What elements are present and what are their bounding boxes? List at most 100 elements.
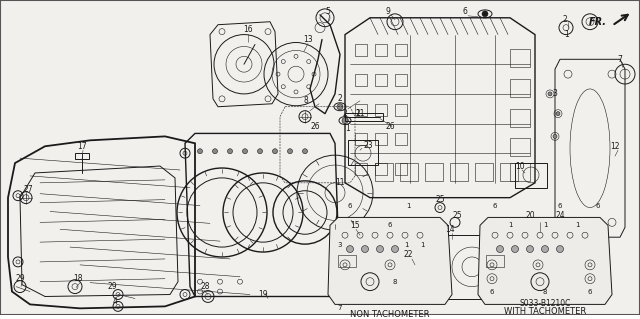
Circle shape: [342, 118, 348, 123]
Bar: [355, 44, 367, 56]
Bar: [395, 133, 407, 145]
Text: 8: 8: [393, 279, 397, 285]
Text: 25: 25: [452, 211, 462, 220]
Text: 6: 6: [588, 289, 592, 294]
Text: 6: 6: [348, 203, 352, 209]
Circle shape: [557, 246, 563, 253]
Text: 23: 23: [363, 141, 373, 150]
Text: S033-B1210C: S033-B1210C: [519, 299, 571, 308]
Bar: [500, 163, 518, 181]
Bar: [355, 133, 367, 145]
Text: 7: 7: [338, 305, 342, 311]
Circle shape: [287, 149, 292, 154]
Text: 5: 5: [326, 7, 330, 16]
Circle shape: [346, 246, 353, 253]
Text: 2: 2: [338, 94, 342, 103]
Bar: [375, 44, 387, 56]
Circle shape: [273, 149, 278, 154]
Circle shape: [497, 246, 504, 253]
Bar: [395, 163, 407, 175]
Bar: [375, 163, 387, 175]
Circle shape: [212, 149, 218, 154]
Bar: [375, 74, 387, 86]
Text: 6: 6: [493, 203, 497, 209]
Text: 9: 9: [385, 7, 390, 16]
Text: 15: 15: [350, 221, 360, 230]
Circle shape: [337, 104, 343, 110]
Text: 10: 10: [515, 161, 525, 171]
Text: 14: 14: [445, 225, 455, 234]
Text: 11: 11: [335, 178, 345, 187]
Text: 1: 1: [564, 30, 570, 39]
Text: 3: 3: [338, 242, 342, 248]
Bar: [425, 163, 443, 181]
Bar: [375, 163, 393, 181]
Bar: [355, 104, 367, 115]
Text: 1: 1: [404, 242, 408, 248]
Text: 6: 6: [557, 203, 563, 209]
Text: NON TACHOMETER: NON TACHOMETER: [350, 310, 429, 319]
Bar: [395, 74, 407, 86]
Text: 1: 1: [508, 222, 512, 228]
Circle shape: [257, 149, 262, 154]
Bar: [486, 255, 504, 267]
Circle shape: [482, 11, 488, 17]
Circle shape: [303, 149, 307, 154]
Bar: [350, 232, 390, 267]
Text: 6: 6: [388, 222, 392, 228]
Text: 6: 6: [463, 7, 467, 16]
Text: 6: 6: [596, 203, 600, 209]
Text: 19: 19: [258, 290, 268, 299]
Bar: [540, 222, 552, 242]
Bar: [400, 163, 418, 181]
Text: 1: 1: [543, 222, 547, 228]
Circle shape: [198, 149, 202, 154]
Text: 1: 1: [346, 124, 350, 133]
Circle shape: [227, 149, 232, 154]
Text: FR.: FR.: [589, 17, 607, 27]
Bar: [375, 133, 387, 145]
Circle shape: [527, 246, 534, 253]
Text: 17: 17: [77, 142, 87, 151]
Bar: [450, 163, 468, 181]
Bar: [345, 113, 383, 121]
Circle shape: [392, 246, 399, 253]
Text: WITH TACHOMETER: WITH TACHOMETER: [504, 307, 586, 316]
Text: 13: 13: [303, 35, 313, 44]
Text: 1: 1: [356, 109, 360, 118]
Bar: [400, 252, 438, 293]
Polygon shape: [478, 218, 612, 304]
Text: 27: 27: [23, 185, 33, 194]
Circle shape: [362, 246, 369, 253]
Bar: [475, 163, 493, 181]
Bar: [338, 255, 356, 267]
Text: 29: 29: [107, 282, 117, 291]
Circle shape: [511, 246, 518, 253]
Circle shape: [548, 92, 552, 96]
Circle shape: [553, 134, 557, 138]
Text: 8: 8: [543, 289, 547, 294]
Text: 2: 2: [342, 109, 348, 118]
Text: 20: 20: [525, 211, 535, 220]
Bar: [355, 74, 367, 86]
Text: 6: 6: [490, 289, 494, 294]
Polygon shape: [328, 218, 452, 304]
Bar: [558, 222, 570, 242]
Text: 1: 1: [420, 242, 424, 248]
Bar: [510, 49, 530, 67]
Text: 8: 8: [303, 96, 308, 105]
Text: 24: 24: [555, 211, 565, 220]
Text: 1: 1: [575, 222, 579, 228]
Text: 28: 28: [200, 282, 210, 291]
Text: 12: 12: [611, 142, 620, 151]
Text: 26: 26: [310, 122, 320, 131]
Bar: [515, 163, 547, 188]
Circle shape: [556, 112, 560, 115]
Bar: [395, 44, 407, 56]
Text: 29: 29: [15, 274, 25, 283]
Text: 18: 18: [73, 274, 83, 283]
Bar: [510, 163, 530, 181]
Bar: [395, 104, 407, 115]
Bar: [510, 109, 530, 127]
Text: 22: 22: [403, 250, 413, 259]
